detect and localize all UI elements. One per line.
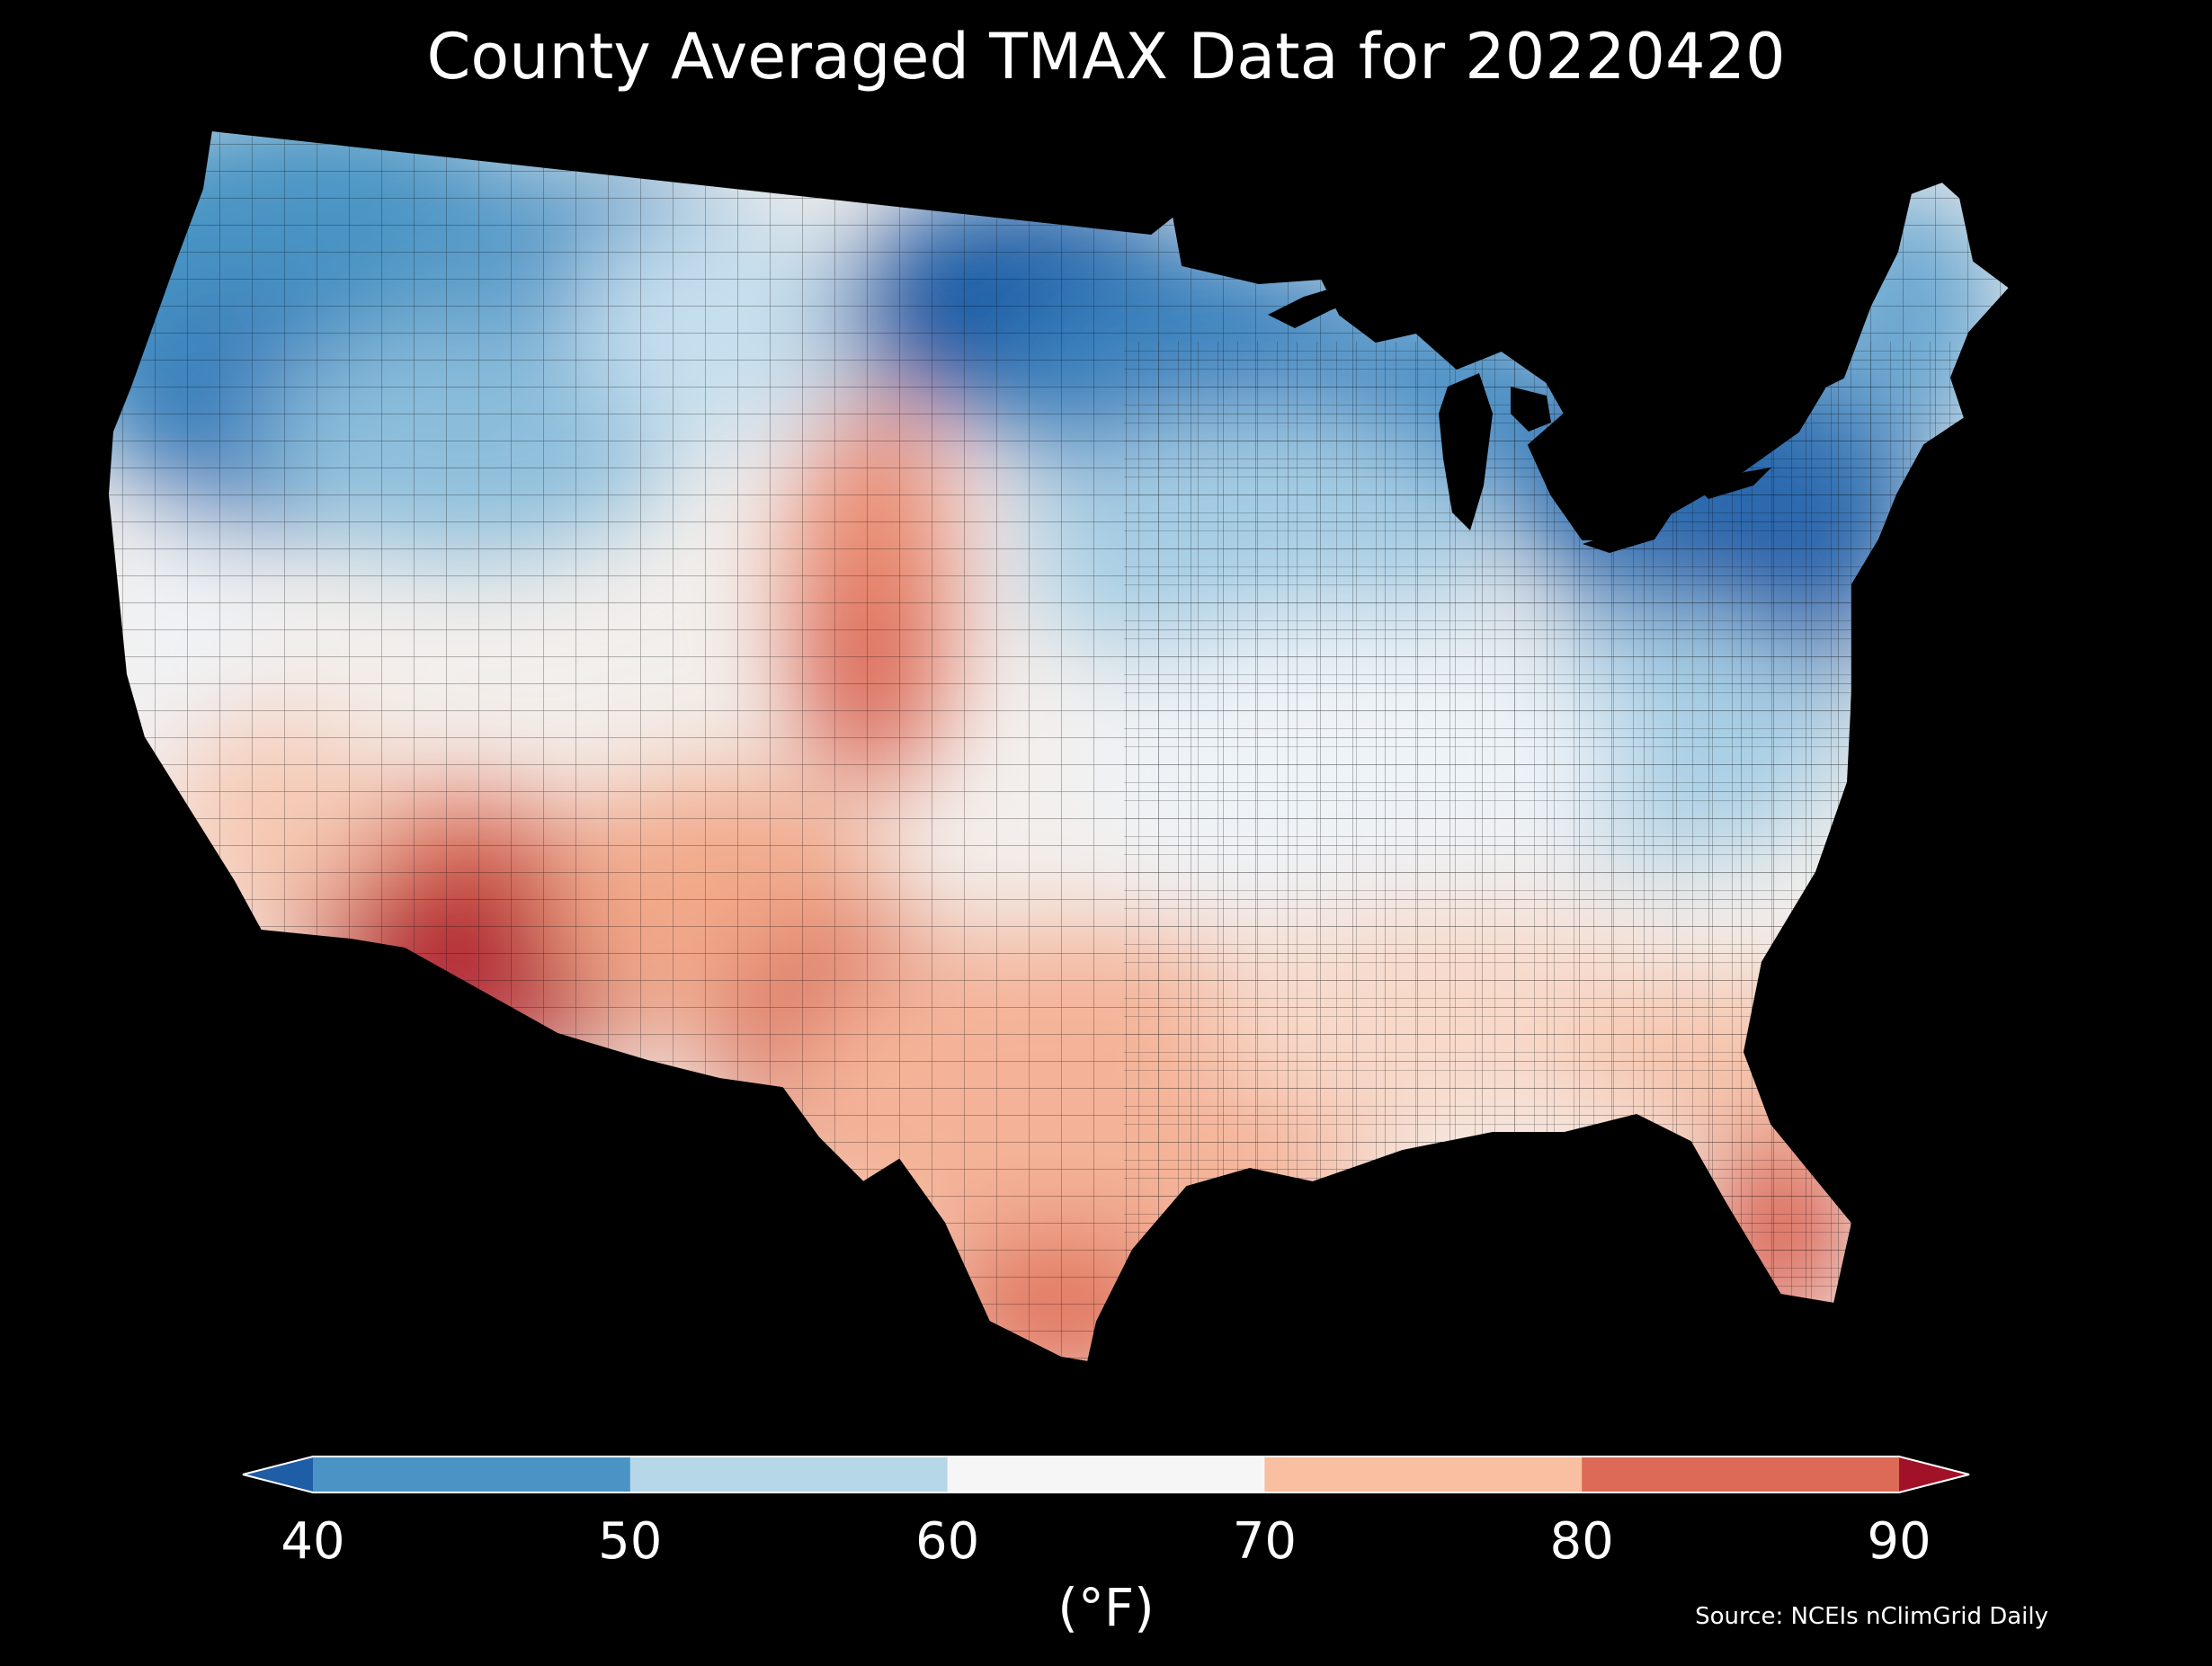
choropleth-map <box>90 117 2122 1394</box>
colorbar-tick-label: 80 <box>1549 1512 1614 1571</box>
colorbar-bin <box>1264 1457 1583 1492</box>
colorbar-outline <box>242 1456 1970 1493</box>
temperature-field <box>108 130 2010 1362</box>
colorbar-bin <box>313 1457 631 1492</box>
colorbar-unit-label: (°F) <box>1057 1577 1155 1638</box>
colorbar-bin <box>947 1457 1265 1492</box>
colorbar-bin <box>1582 1457 1900 1492</box>
colorbar <box>234 1439 1978 1510</box>
colorbar-tick-label: 50 <box>598 1512 663 1571</box>
source-credit: Source: NCEIs nClimGrid Daily <box>1695 1603 2048 1630</box>
map-title: County Averaged TMAX Data for 20220420 <box>426 20 1786 94</box>
colorbar-tick-label: 70 <box>1232 1512 1298 1571</box>
colorbar-tick-label: 60 <box>914 1512 980 1571</box>
colorbar-tick-label: 90 <box>1867 1512 1931 1571</box>
colorbar-bin <box>629 1457 949 1492</box>
colorbar-extend-low <box>243 1457 313 1492</box>
great-lakes <box>1268 279 1771 553</box>
colorbar-extend-high <box>1899 1457 1969 1492</box>
colorbar-tick-label: 40 <box>281 1512 345 1571</box>
